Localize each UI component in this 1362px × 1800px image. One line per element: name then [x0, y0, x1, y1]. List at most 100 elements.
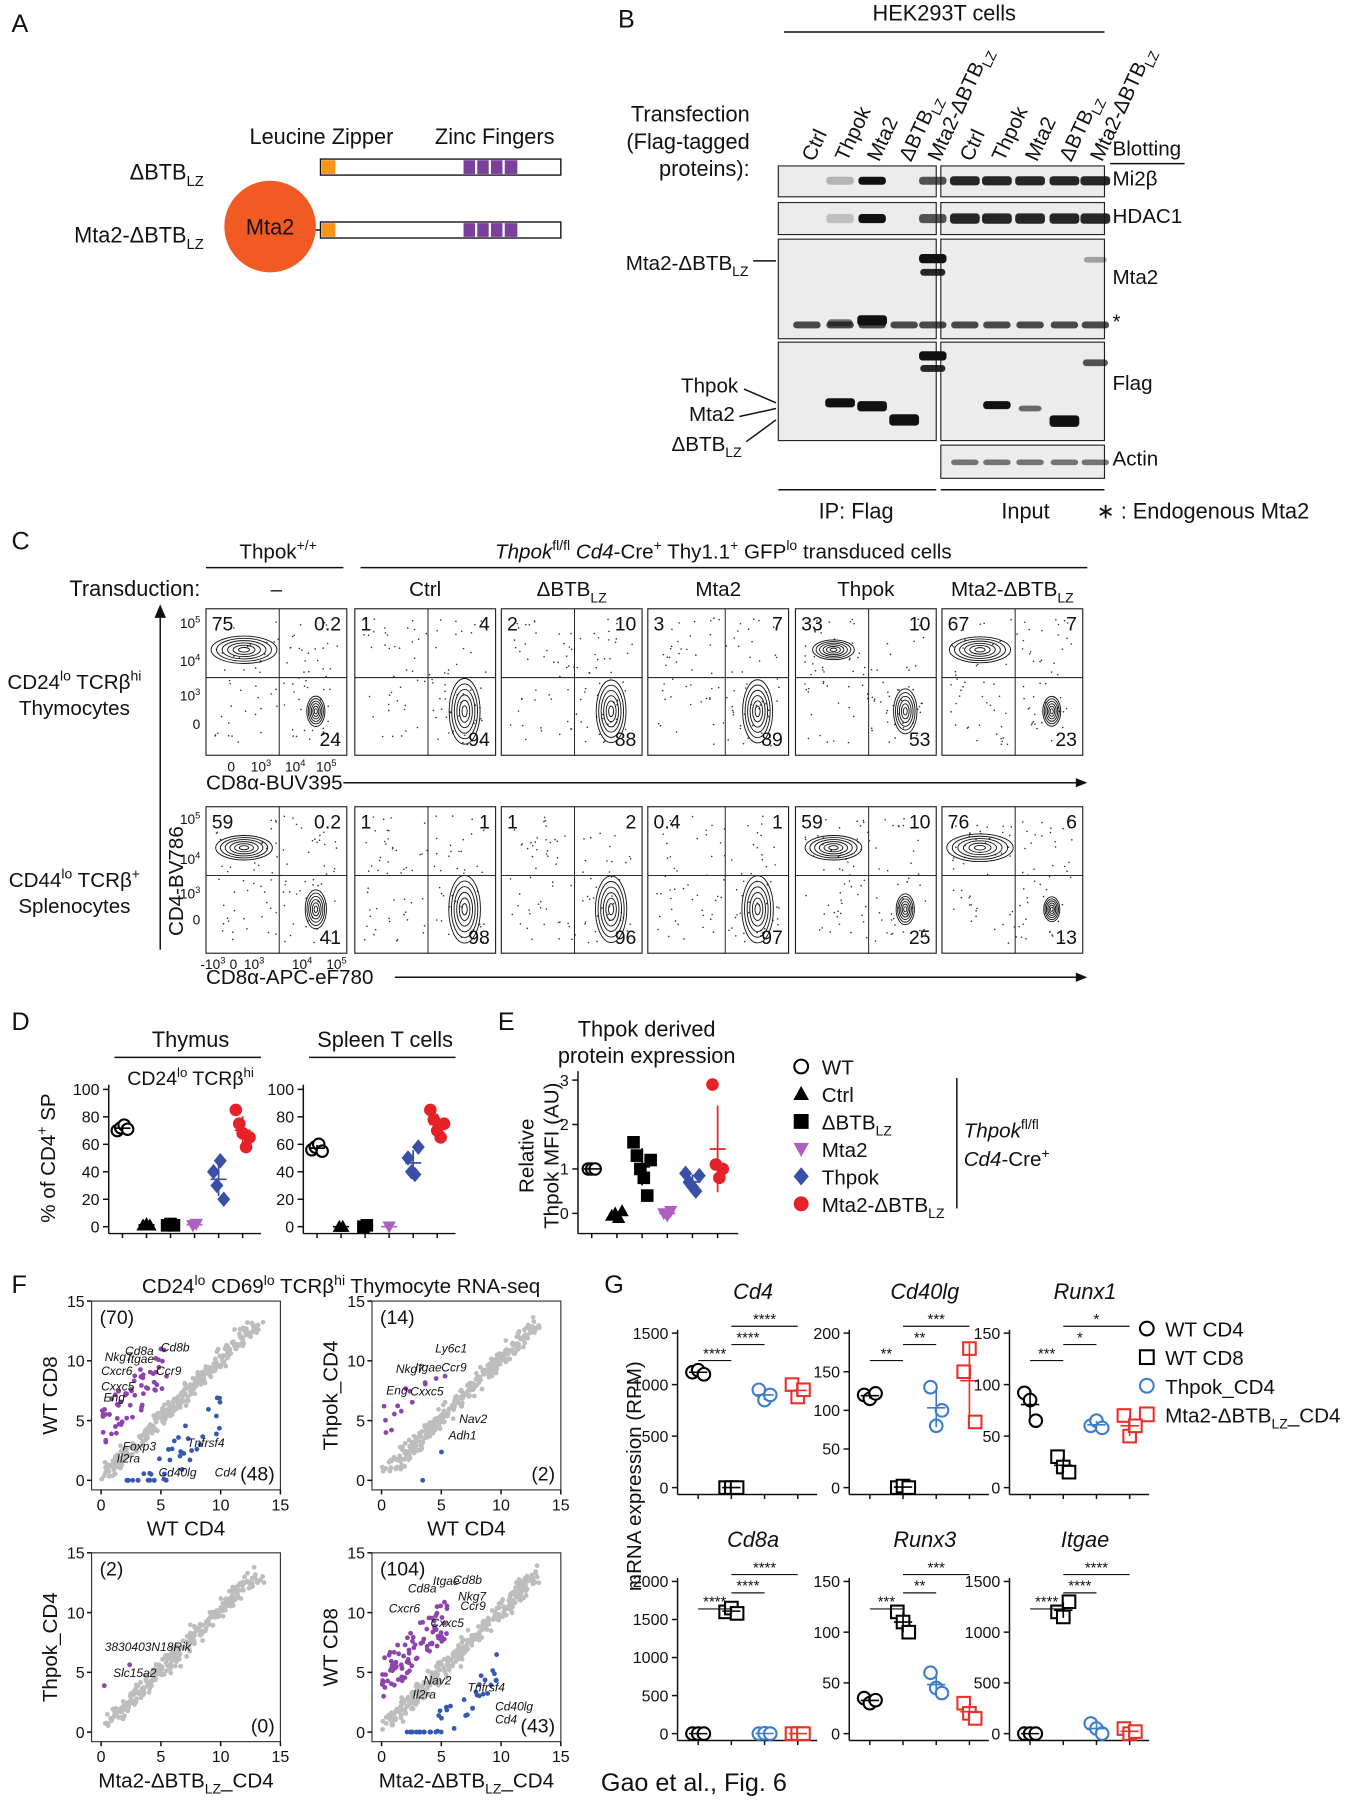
event-dot	[447, 669, 450, 671]
populations	[656, 815, 780, 944]
event-dot	[463, 872, 465, 874]
event-dot	[689, 635, 692, 637]
event-dot	[601, 717, 604, 720]
event-dot	[333, 867, 336, 870]
event-dot	[513, 829, 516, 831]
event-dot	[598, 682, 601, 685]
text-part: Cd4	[570, 540, 613, 563]
event-dot	[411, 869, 414, 872]
event-dot	[291, 728, 294, 731]
blot-band	[920, 365, 946, 372]
text-part: 10	[251, 759, 267, 774]
gene-point	[179, 1398, 185, 1404]
gene-point	[422, 1381, 428, 1387]
event-dot	[922, 636, 925, 639]
gene-point	[388, 1465, 394, 1471]
event-dot	[866, 697, 869, 700]
gene-point	[112, 1708, 117, 1714]
event-dot	[1016, 633, 1018, 635]
event-dot	[243, 917, 245, 920]
contour	[901, 903, 909, 915]
significance: ****	[703, 1595, 726, 1611]
gene-point	[217, 1353, 223, 1359]
y-tick-label: 0	[831, 1725, 840, 1743]
gene-point	[502, 1606, 508, 1611]
y-tick-label: 5	[356, 1412, 365, 1430]
gene-point	[432, 1623, 438, 1629]
contour	[1049, 906, 1054, 912]
text-part: CD24	[127, 1068, 177, 1090]
quadrant-value: 1	[361, 614, 372, 636]
event-dot	[480, 742, 482, 744]
event-dot	[399, 686, 402, 689]
event-dot	[311, 840, 314, 842]
gene-label: Adh1	[447, 1429, 476, 1443]
event-dot	[576, 666, 578, 669]
event-dot	[952, 889, 955, 892]
populations	[657, 617, 780, 747]
event-dot	[873, 698, 876, 701]
event-dot	[405, 866, 408, 869]
contour	[1044, 898, 1059, 921]
contour	[458, 699, 471, 723]
contour	[450, 880, 479, 938]
gene-point	[411, 1450, 417, 1456]
gene-point	[138, 1367, 143, 1372]
gene-point	[148, 1678, 154, 1684]
event-dot	[914, 665, 917, 667]
event-dot	[611, 895, 613, 897]
gene-point	[425, 1681, 431, 1686]
event-dot	[462, 647, 465, 650]
event-dot	[298, 698, 300, 701]
event-dot	[444, 698, 447, 700]
event-dot	[300, 827, 303, 829]
gene-point	[386, 1652, 392, 1658]
text-part: 5	[331, 758, 336, 768]
event-dot	[912, 850, 915, 852]
event-dot	[557, 921, 560, 924]
event-dot	[307, 851, 310, 854]
label: B	[618, 5, 635, 33]
event-dot	[673, 867, 676, 870]
event-dot	[323, 621, 326, 624]
event-dot	[860, 884, 862, 887]
event-dot	[528, 623, 531, 626]
gene-label: Cd8b	[453, 1573, 482, 1587]
gene-point	[471, 1393, 477, 1399]
event-dot	[910, 862, 912, 865]
gene-point	[400, 1719, 406, 1724]
gene-point	[156, 1671, 161, 1677]
event-dot	[537, 903, 540, 905]
contour	[448, 678, 481, 745]
gene-point	[125, 1477, 131, 1483]
event-dot	[705, 834, 708, 836]
gene-point	[167, 1457, 173, 1463]
event-dot	[728, 929, 730, 932]
gene-point	[405, 1657, 411, 1662]
event-dot	[570, 632, 572, 635]
blot-band	[920, 268, 946, 276]
x-tick-label: 5	[437, 1496, 446, 1514]
gene-point	[156, 1364, 162, 1370]
gene-point	[255, 1322, 261, 1328]
event-dot	[695, 654, 697, 656]
text-part: transduced cells	[797, 540, 951, 563]
gene-point	[107, 1411, 112, 1417]
event-dot	[597, 636, 600, 639]
text-part: SP	[37, 1093, 60, 1126]
gene-point	[152, 1387, 158, 1393]
blot-panel	[777, 201, 937, 236]
gene-title: Cd8a	[727, 1527, 779, 1552]
event-dot	[540, 727, 542, 729]
event-dot	[232, 931, 234, 933]
event-dot	[829, 931, 832, 933]
event-dot	[391, 846, 394, 849]
event-dot	[837, 855, 840, 858]
contour	[1043, 698, 1060, 725]
event-dot	[216, 732, 219, 735]
gene-point	[456, 1645, 462, 1651]
legend-label: Mta2-ΔBTBLZ	[822, 1194, 945, 1221]
blot-label: Actin	[1112, 448, 1158, 471]
data-point	[1061, 1464, 1077, 1480]
event-dot	[710, 855, 713, 858]
